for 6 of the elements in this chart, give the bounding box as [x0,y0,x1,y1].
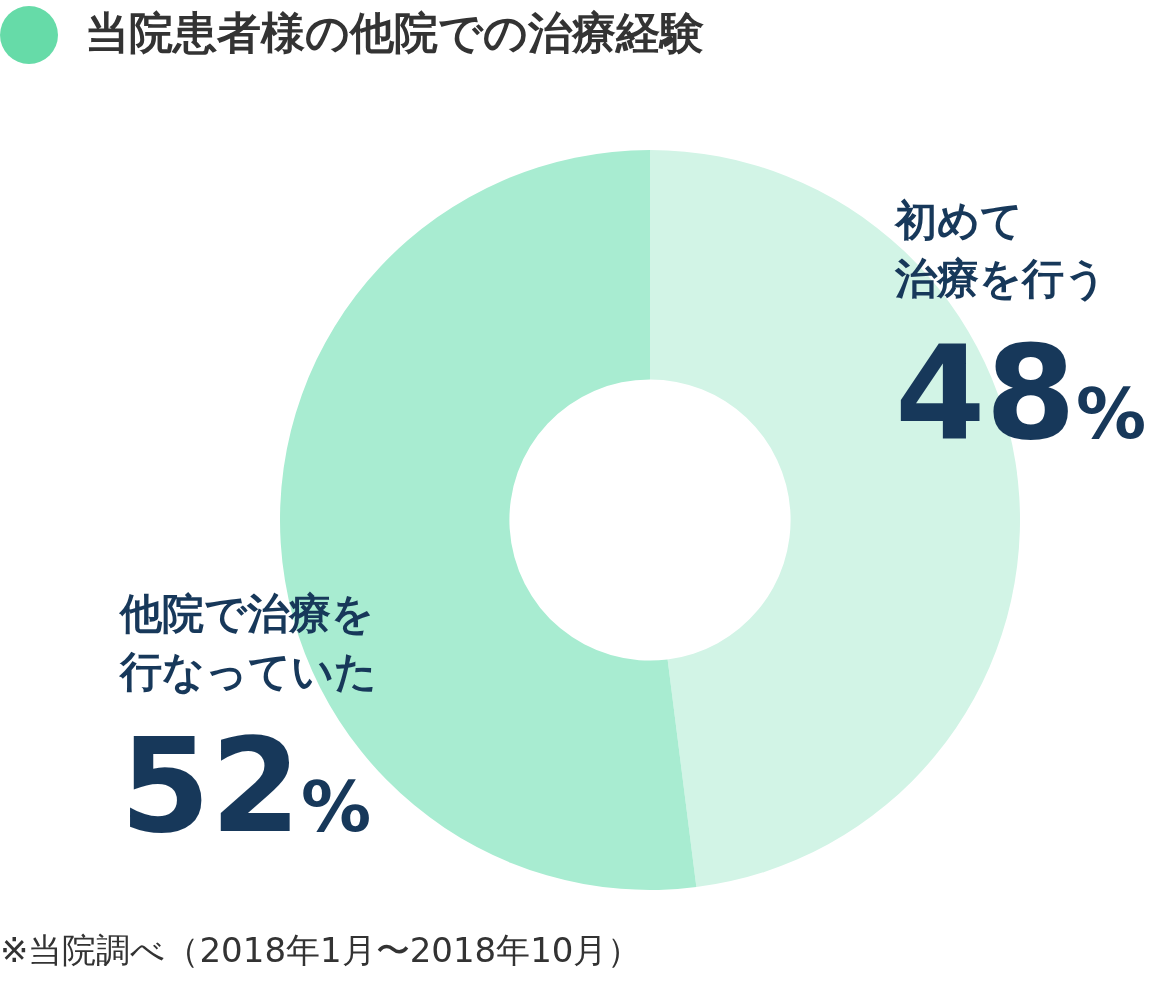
text: ※当院調べ（2018年1月〜2018年10月） [0,929,642,972]
data-label: 52% [120,710,373,864]
slice-label: 他院で治療を行なっていた [120,588,377,698]
chart-title: 当院患者様の他院での治療経験 [85,6,704,60]
data-label: 48% [895,317,1147,471]
slice-label: 初めて治療を行う [895,195,1108,305]
